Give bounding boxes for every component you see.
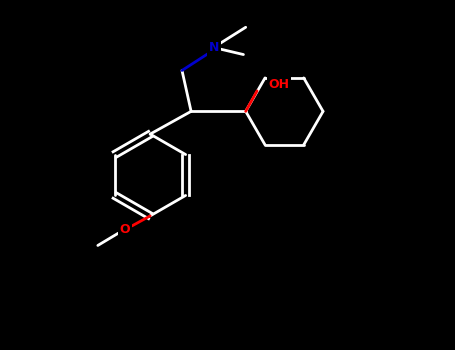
Text: OH: OH xyxy=(268,78,289,91)
Text: O: O xyxy=(120,223,131,236)
Text: N: N xyxy=(209,41,219,54)
